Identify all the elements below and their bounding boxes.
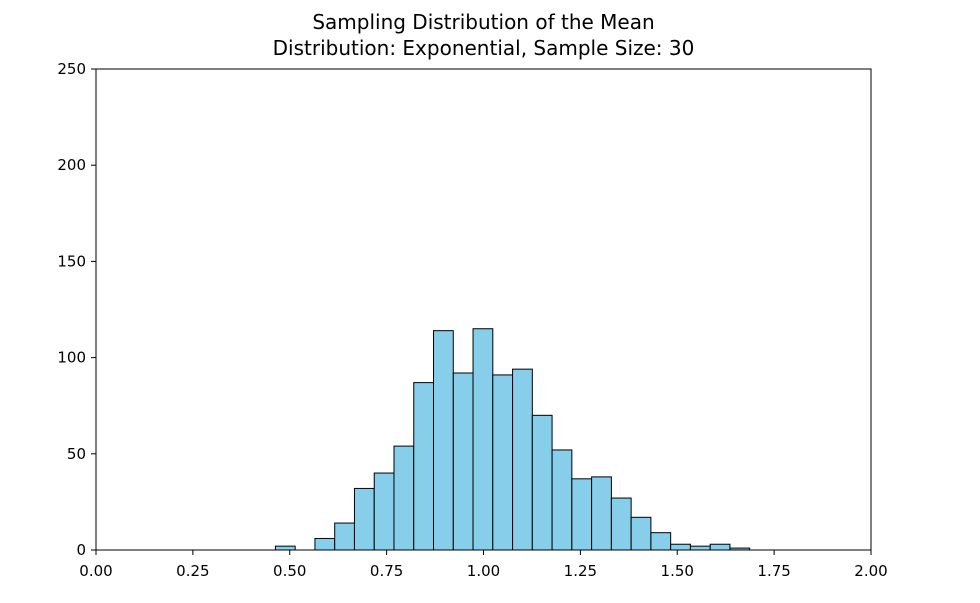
- histogram-bar: [373, 472, 395, 551]
- chart-title: Sampling Distribution of the Mean: [312, 10, 655, 34]
- histogram-bar: [334, 522, 355, 551]
- y-tick-label: 50: [67, 445, 86, 463]
- histogram-bar: [393, 445, 415, 551]
- histogram-bar: [433, 330, 454, 551]
- histogram-bar: [650, 532, 672, 551]
- histogram-bar: [512, 368, 533, 551]
- x-tick-label: 2.00: [854, 562, 887, 580]
- y-axis: 0 50 100 150 200 250: [57, 60, 96, 559]
- x-axis: 0.00 0.25 0.50 0.75 1.00 1.25 1.50 1.75 2.00: [79, 550, 888, 580]
- histogram-bar: [353, 487, 375, 551]
- y-tick-label: 200: [57, 156, 86, 174]
- histogram-bar: [571, 478, 593, 551]
- histogram-bar: [413, 382, 435, 551]
- x-tick-label: 1.50: [661, 562, 694, 580]
- x-tick-label: 0.50: [273, 562, 306, 580]
- chart-subtitle: Distribution: Exponential, Sample Size: …: [272, 36, 695, 60]
- histogram-bar: [274, 545, 296, 551]
- x-tick-label: 1.25: [564, 562, 597, 580]
- histogram-bar: [492, 374, 514, 551]
- histogram-bar: [551, 449, 573, 551]
- x-tick-label: 1.75: [757, 562, 790, 580]
- histogram-bar: [591, 476, 612, 551]
- y-tick-label: 0: [76, 541, 86, 559]
- histogram-bar: [610, 497, 632, 551]
- histogram-bar: [472, 328, 494, 551]
- plot-frame: [95, 68, 872, 551]
- histogram-bar: [531, 414, 553, 551]
- y-tick-label: 250: [57, 60, 86, 78]
- x-tick-label: 0.00: [79, 562, 112, 580]
- histogram-bar: [630, 516, 652, 551]
- histogram-bar: [314, 537, 336, 551]
- x-tick-label: 1.00: [467, 562, 500, 580]
- histogram-bar: [452, 372, 474, 551]
- x-tick-label: 0.25: [176, 562, 209, 580]
- bars-group: [274, 328, 751, 551]
- y-tick-label: 150: [57, 252, 86, 270]
- histogram-bar: [689, 545, 711, 551]
- histogram-bar: [709, 543, 731, 551]
- histogram-bar: [670, 543, 691, 551]
- x-tick-label: 0.75: [370, 562, 403, 580]
- y-tick-label: 100: [57, 349, 86, 367]
